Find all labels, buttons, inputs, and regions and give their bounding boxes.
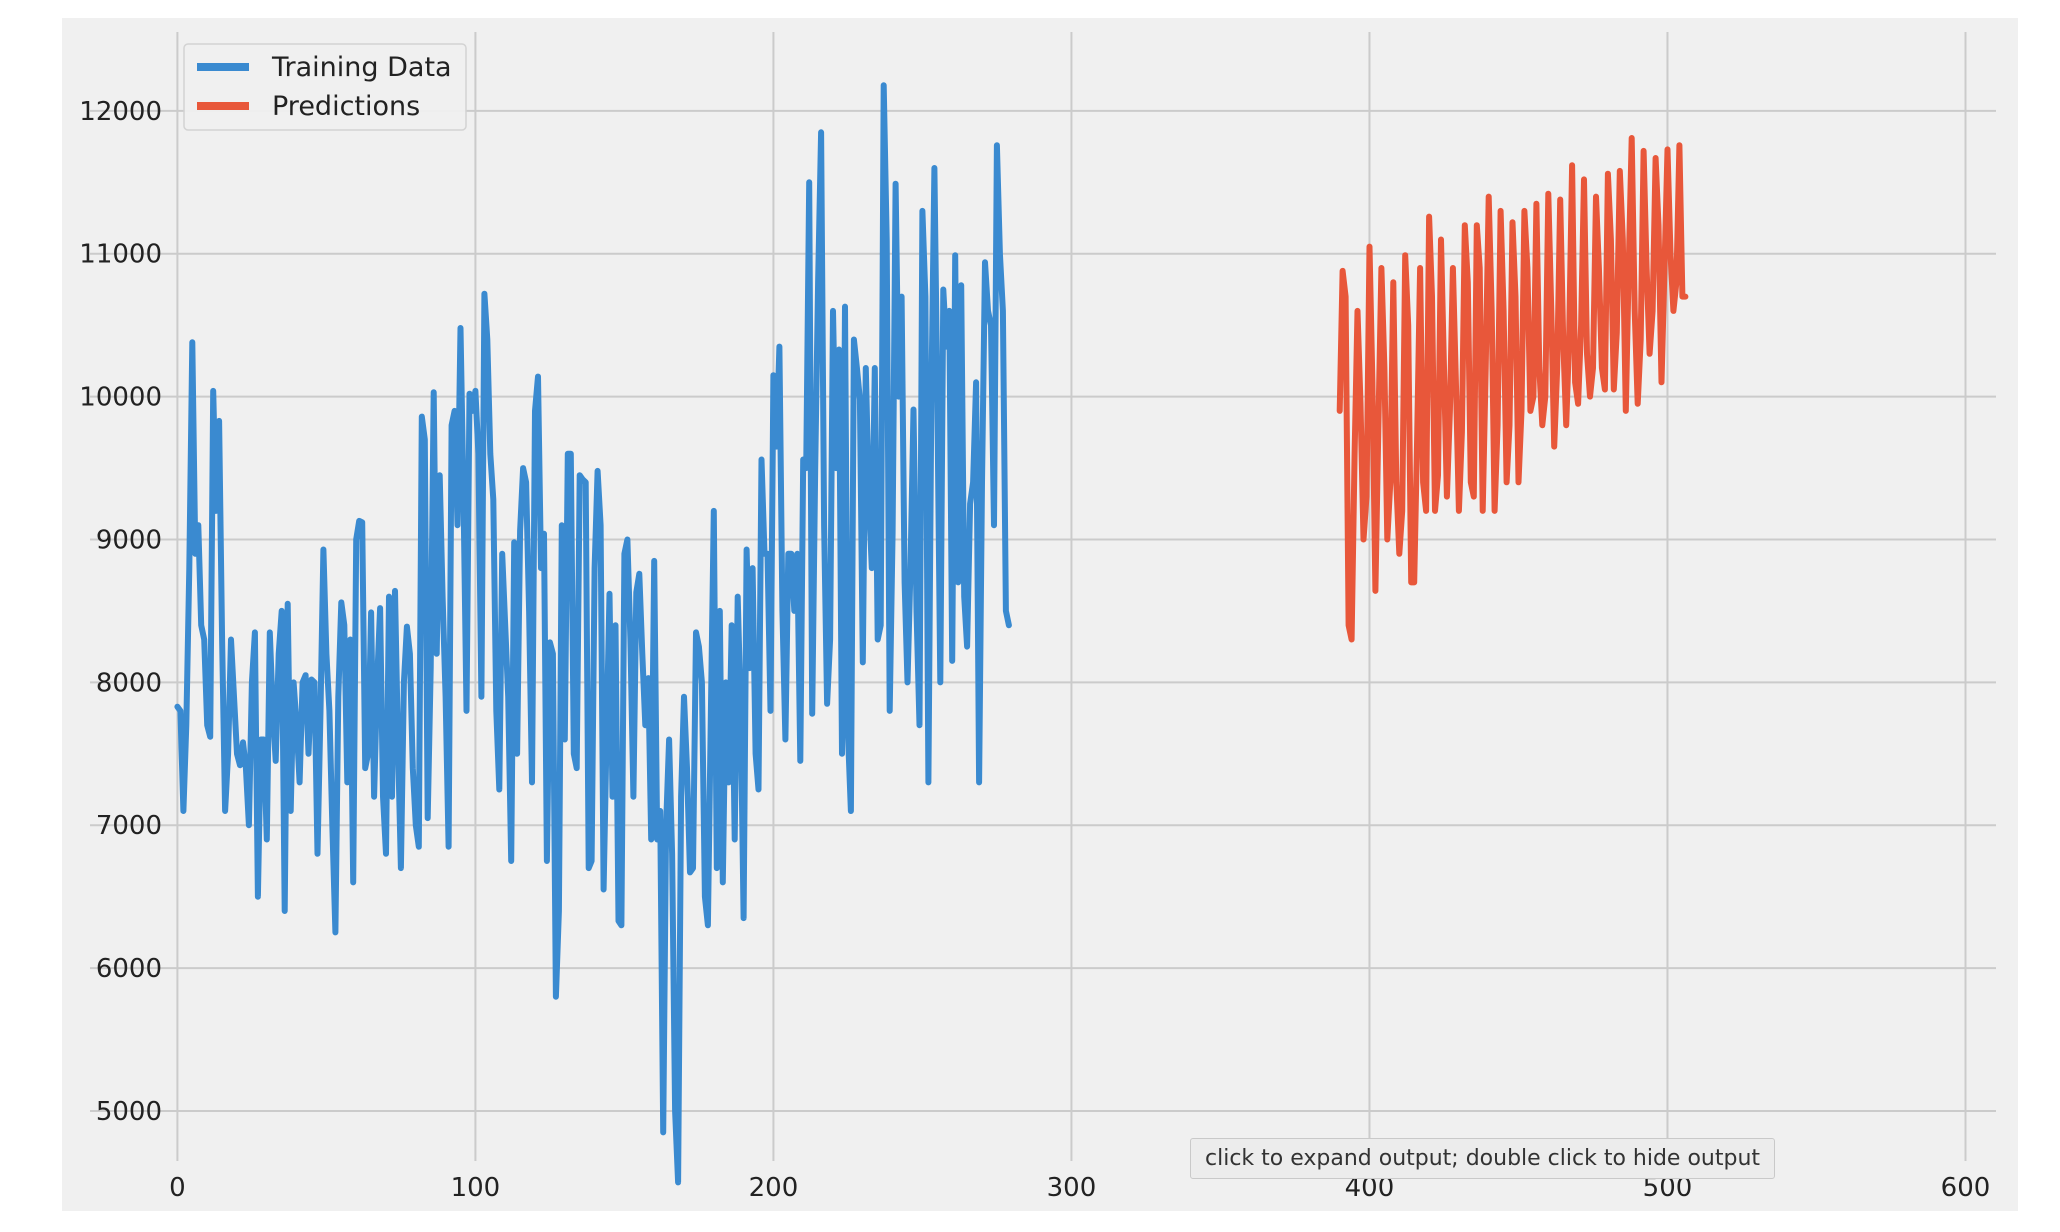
x-tick-label: 300 [1047,1173,1097,1203]
x-tick-label: 100 [451,1173,501,1203]
y-tick-label: 6000 [96,954,162,984]
y-tick-label: 11000 [79,240,162,270]
x-tick-label: 0 [169,1173,186,1203]
y-tick-label: 8000 [96,668,162,698]
y-tick-label: 5000 [96,1097,162,1127]
chart-figure: 5000 6000 7000 8000 9000 10000 11000 12000 0 100 2… [62,18,2018,1211]
legend-label-training: Training Data [271,52,452,83]
training-data-line [174,82,1012,1186]
predictions-line [1336,135,1689,643]
legend-label-predictions: Predictions [272,91,420,122]
x-tick-label: 200 [749,1173,799,1203]
x-tick-label: 600 [1941,1173,1991,1203]
line-chart: 5000 6000 7000 8000 9000 10000 11000 12000 0 100 2… [79,32,1996,1203]
y-tick-label: 12000 [79,97,162,127]
legend-box [183,43,467,131]
y-tick-label: 7000 [96,811,162,841]
output-toggle-hint[interactable]: click to expand output; double click to … [1190,1138,1776,1179]
y-tick-label: 9000 [96,525,162,555]
y-tick-label: 10000 [79,383,162,413]
